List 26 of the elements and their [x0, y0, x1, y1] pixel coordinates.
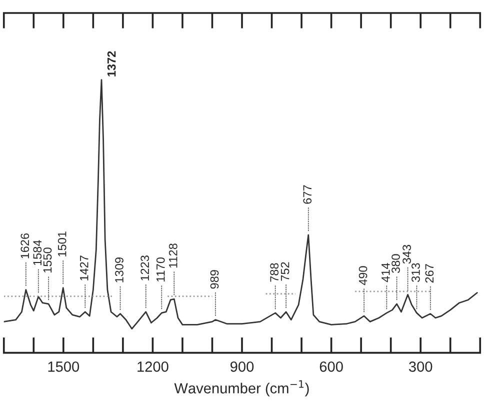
x-tick-label: 300: [408, 362, 432, 372]
x-axis-title: Wavenumber (cm$^{−1}$): [174, 380, 309, 396]
annotation: 1223: [140, 256, 150, 280]
annotation: 752: [280, 262, 290, 281]
annotation: 1501: [58, 232, 66, 256]
annotation: 414: [382, 263, 390, 282]
annotation: 1584: [33, 240, 42, 266]
annotation: 490: [358, 266, 368, 286]
annotation: 267: [425, 264, 434, 283]
annotation: 1170: [156, 257, 165, 282]
x-tick-label: 1200: [138, 362, 168, 372]
annotation: 1626: [20, 233, 30, 258]
annotation: 380: [392, 254, 400, 273]
annotation: 788: [270, 263, 279, 282]
annotation: 313: [412, 263, 420, 282]
annotation: 989: [210, 270, 219, 289]
annotation: 1550: [43, 248, 52, 272]
annotation: 1372: [107, 51, 116, 76]
annotation: 343: [402, 244, 411, 264]
x-tick-label: 900: [230, 362, 254, 372]
x-tick-label: 600: [320, 362, 343, 372]
annotation: 677: [303, 185, 312, 204]
annotation: 1427: [80, 256, 88, 280]
annotation: 1309: [115, 258, 124, 282]
x-tick-label: 1500: [48, 362, 80, 372]
annotation: 1128: [168, 244, 178, 268]
